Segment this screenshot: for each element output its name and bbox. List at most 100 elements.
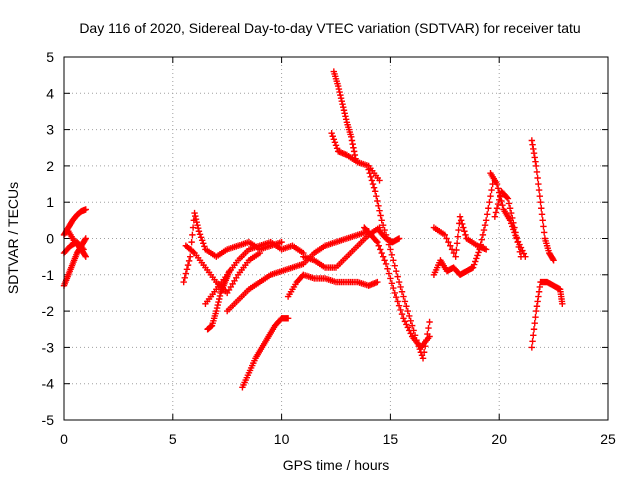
data-point bbox=[457, 217, 465, 224]
data-point bbox=[407, 317, 414, 324]
data-point bbox=[193, 218, 200, 226]
y-tick-label: 5 bbox=[46, 49, 54, 65]
data-point bbox=[487, 192, 494, 200]
data-point bbox=[192, 215, 200, 223]
data-point bbox=[530, 149, 538, 157]
series-track-22 bbox=[528, 278, 566, 351]
data-point bbox=[381, 257, 388, 264]
data-point bbox=[479, 231, 487, 239]
data-point bbox=[365, 166, 372, 173]
data-point bbox=[398, 310, 406, 318]
data-point bbox=[532, 313, 539, 321]
y-tick-label: -1 bbox=[42, 267, 55, 283]
data-point bbox=[475, 249, 482, 256]
data-point bbox=[181, 274, 188, 282]
data-point bbox=[494, 200, 502, 208]
data-point bbox=[425, 324, 432, 332]
data-point bbox=[341, 110, 348, 117]
y-axis-label: SDTVAR / TECUs bbox=[5, 182, 21, 294]
data-point bbox=[461, 228, 468, 235]
data-point bbox=[349, 140, 356, 148]
data-point bbox=[373, 192, 380, 200]
data-point bbox=[460, 224, 467, 231]
data-point bbox=[333, 145, 341, 152]
data-point bbox=[517, 253, 525, 260]
data-point bbox=[533, 168, 541, 176]
data-point bbox=[496, 196, 503, 203]
data-point bbox=[375, 242, 382, 249]
data-point bbox=[379, 221, 387, 229]
series-track-21 bbox=[528, 137, 557, 264]
data-point bbox=[530, 145, 537, 153]
data-point bbox=[447, 242, 454, 249]
data-point bbox=[215, 298, 222, 306]
data-point bbox=[330, 136, 338, 143]
data-point bbox=[531, 154, 538, 161]
data-point bbox=[81, 252, 89, 259]
data-point bbox=[377, 212, 384, 219]
data-point bbox=[329, 133, 336, 140]
data-point bbox=[453, 240, 461, 247]
data-point bbox=[395, 235, 403, 242]
series-track-7 bbox=[204, 267, 233, 333]
data-point bbox=[371, 188, 379, 195]
data-point bbox=[185, 257, 193, 265]
data-point bbox=[484, 211, 491, 218]
data-point bbox=[528, 137, 536, 144]
data-point bbox=[187, 253, 194, 260]
data-point bbox=[374, 278, 381, 286]
y-tick-label: -5 bbox=[42, 412, 55, 428]
data-point bbox=[390, 257, 397, 264]
data-point bbox=[182, 270, 190, 277]
data-point bbox=[400, 293, 407, 300]
y-tick-label: 0 bbox=[46, 231, 54, 247]
data-point bbox=[533, 303, 541, 310]
data-point bbox=[452, 253, 459, 260]
data-point bbox=[491, 213, 499, 220]
data-point bbox=[226, 267, 233, 275]
data-point bbox=[381, 226, 388, 234]
data-point bbox=[197, 234, 205, 241]
data-point bbox=[445, 238, 452, 246]
data-point bbox=[82, 206, 89, 213]
data-point bbox=[377, 246, 384, 253]
data-point bbox=[350, 144, 357, 151]
data-point bbox=[376, 207, 383, 214]
data-point bbox=[192, 212, 199, 220]
x-tick-label: 15 bbox=[383, 431, 399, 447]
data-point bbox=[406, 312, 413, 320]
data-point bbox=[453, 246, 460, 254]
y-tick-label: 3 bbox=[46, 122, 54, 138]
series-track-8 bbox=[224, 228, 372, 315]
data-point bbox=[388, 280, 396, 287]
data-point bbox=[485, 205, 492, 212]
data-point bbox=[534, 298, 541, 305]
data-point bbox=[390, 284, 397, 292]
data-point bbox=[342, 116, 350, 123]
x-tick-label: 25 bbox=[600, 431, 616, 447]
data-point bbox=[478, 236, 485, 243]
data-point bbox=[549, 255, 557, 263]
data-point bbox=[493, 180, 501, 188]
x-tick-label: 20 bbox=[491, 431, 507, 447]
plot-frame bbox=[63, 56, 609, 421]
axis-ticks: -5 -4 -3 -2 -1 0 1 2 3 4 5 0 5 10 15 20 25 bbox=[42, 49, 616, 447]
data-point bbox=[529, 338, 536, 345]
series-track-10 bbox=[300, 224, 383, 271]
data-point bbox=[331, 139, 339, 146]
y-tick-label: -3 bbox=[42, 339, 55, 355]
data-point bbox=[397, 306, 404, 314]
data-point bbox=[278, 238, 285, 246]
data-point bbox=[376, 177, 383, 184]
data-point bbox=[201, 243, 208, 250]
data-point bbox=[470, 261, 478, 268]
data-point bbox=[334, 82, 342, 90]
data-point bbox=[198, 237, 206, 244]
data-point bbox=[404, 307, 412, 315]
data-point bbox=[82, 253, 89, 260]
data-point bbox=[81, 236, 89, 243]
data-point bbox=[529, 141, 536, 148]
data-point bbox=[348, 133, 355, 141]
x-tick-label: 0 bbox=[60, 431, 68, 447]
